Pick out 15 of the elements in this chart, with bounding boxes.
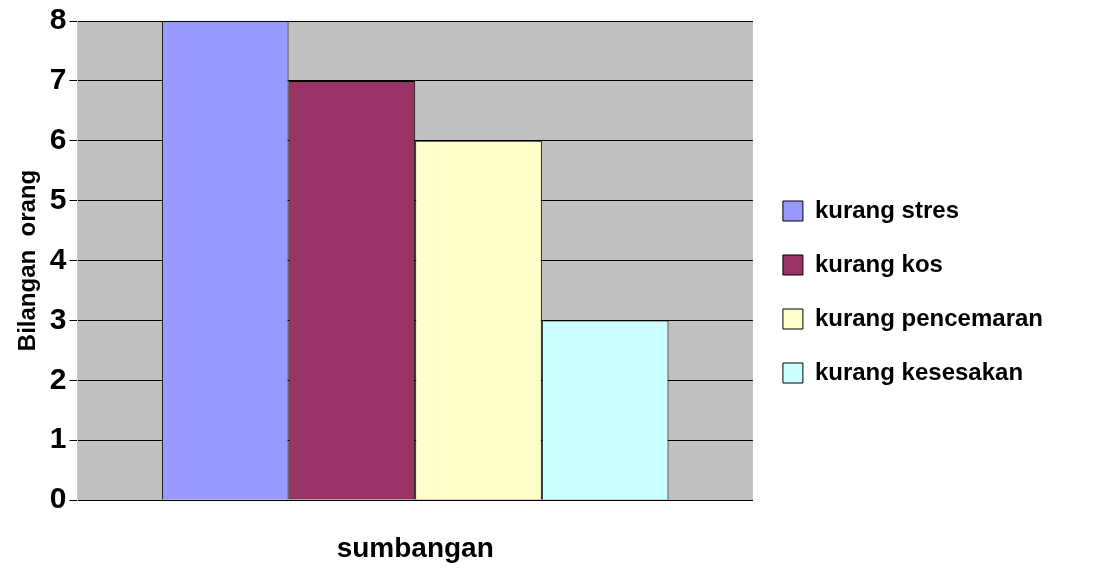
y-tick-label: 4 [49, 241, 67, 275]
y-tick-label: 0 [49, 481, 67, 515]
legend-label: kurang kesesakan [814, 357, 1024, 385]
y-tick-label: 6 [49, 122, 67, 156]
y-tick-label: 7 [49, 62, 67, 96]
y-tick-label: 2 [49, 361, 67, 395]
y-tick-label: 3 [49, 301, 67, 335]
y-tick-label: 1 [49, 421, 67, 455]
legend-label: kurang stres [814, 195, 959, 223]
y-axis-title: Bilangan orang [13, 169, 41, 352]
y-tick-label: 8 [49, 2, 67, 36]
legend-label: kurang kos [814, 249, 943, 277]
x-axis-title: sumbangan [336, 531, 494, 563]
y-tick-label: 5 [49, 181, 67, 215]
legend-label: kurang pencemaran [814, 303, 1044, 331]
